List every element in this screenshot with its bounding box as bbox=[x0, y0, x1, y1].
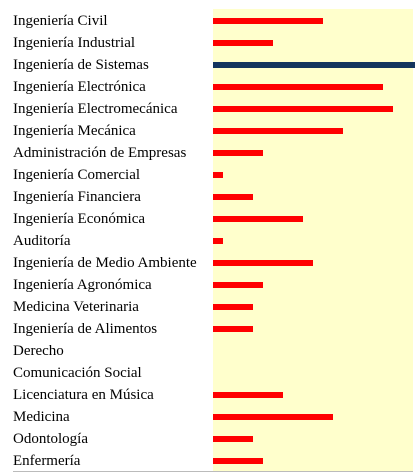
bar bbox=[213, 150, 263, 156]
bar bbox=[213, 392, 283, 398]
bar bbox=[213, 260, 313, 266]
bar bbox=[213, 18, 323, 24]
bar bbox=[213, 282, 263, 288]
category-label: Ingeniería de Sistemas bbox=[13, 57, 149, 73]
category-label: Ingeniería Electromecánica bbox=[13, 101, 178, 117]
category-label: Enfermería bbox=[13, 453, 81, 469]
bar bbox=[213, 414, 333, 420]
bar bbox=[213, 40, 273, 46]
bar-highlight bbox=[213, 62, 415, 68]
category-label: Auditoría bbox=[13, 233, 71, 249]
bar bbox=[213, 436, 253, 442]
category-label: Odontología bbox=[13, 431, 88, 447]
bar-track bbox=[213, 9, 413, 471]
bar bbox=[213, 106, 393, 112]
bar bbox=[213, 216, 303, 222]
category-label: Ingeniería Económica bbox=[13, 211, 145, 227]
category-label: Ingeniería Comercial bbox=[13, 167, 140, 183]
bar bbox=[213, 194, 253, 200]
bar bbox=[213, 128, 343, 134]
category-label: Ingeniería Industrial bbox=[13, 35, 135, 51]
bar bbox=[213, 304, 253, 310]
bar bbox=[213, 326, 253, 332]
category-label: Derecho bbox=[13, 343, 64, 359]
category-label: Ingeniería Civil bbox=[13, 13, 108, 29]
category-label: Licenciatura en Música bbox=[13, 387, 154, 403]
category-label: Ingeniería Agronómica bbox=[13, 277, 152, 293]
category-label: Comunicación Social bbox=[13, 365, 142, 381]
category-label: Medicina bbox=[13, 409, 70, 425]
bar bbox=[213, 458, 263, 464]
bar bbox=[213, 172, 223, 178]
bar bbox=[213, 84, 383, 90]
category-label: Ingeniería de Alimentos bbox=[13, 321, 157, 337]
category-label: Ingeniería Financiera bbox=[13, 189, 141, 205]
bar bbox=[213, 238, 223, 244]
category-label: Ingeniería Electrónica bbox=[13, 79, 146, 95]
category-label: Ingeniería de Medio Ambiente bbox=[13, 255, 197, 271]
category-label: Administración de Empresas bbox=[13, 145, 186, 161]
category-label: Ingeniería Mecánica bbox=[13, 123, 136, 139]
category-label: Medicina Veterinaria bbox=[13, 299, 139, 315]
